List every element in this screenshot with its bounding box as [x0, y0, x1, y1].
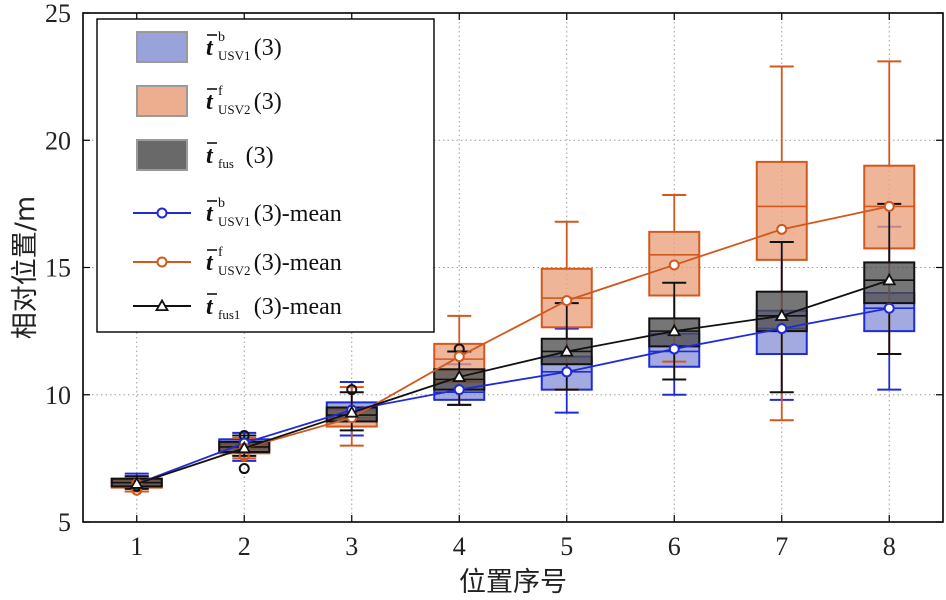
legend-superscript: f	[218, 245, 223, 260]
legend-superscript: b	[218, 30, 225, 45]
legend-subscript: USV2	[218, 263, 251, 278]
mean-series-line	[136, 279, 890, 485]
x-tick-label: 3	[345, 532, 358, 561]
mean-marker	[776, 223, 788, 235]
outlier-point	[346, 384, 358, 396]
mean-series-line	[136, 307, 890, 485]
x-tick-label: 7	[775, 532, 788, 561]
mean-marker	[774, 308, 789, 321]
axis-ticks: 1 2 3 4 5 6 7 8 5 10 15 20 25	[45, 0, 943, 561]
legend-swatch	[136, 85, 188, 117]
y-tick-label: 10	[45, 381, 71, 410]
legend-subscript: USV1	[218, 214, 251, 229]
legend-label: t	[206, 89, 214, 115]
y-tick-label: 20	[45, 126, 71, 155]
mean-marker	[883, 302, 895, 314]
legend-swatch	[136, 31, 188, 63]
mean-marker	[453, 384, 465, 396]
legend-label: t	[206, 294, 214, 320]
legend-subscript: USV2	[218, 102, 251, 117]
legend-suffix: (3)-mean	[254, 250, 342, 276]
mean-marker	[452, 369, 467, 382]
x-tick-label: 4	[453, 532, 466, 561]
mean-marker	[883, 200, 895, 212]
legend-suffix: (3)	[246, 143, 274, 169]
legend-suffix: (3)	[254, 35, 282, 61]
legend-suffix: (3)-mean	[254, 201, 342, 227]
mean-marker	[668, 343, 680, 355]
legend-label: t	[206, 250, 214, 276]
mean-marker	[237, 440, 252, 454]
y-tick-label: 25	[45, 0, 71, 28]
outlier-point	[238, 463, 250, 475]
legend-subscript: USV1	[218, 48, 251, 63]
mean-marker	[344, 405, 359, 418]
x-tick-label: 1	[130, 532, 143, 561]
legend-subscript: fus	[218, 156, 234, 171]
legend-subscript: fus1	[218, 307, 240, 322]
x-tick-label: 2	[238, 532, 251, 561]
mean-marker	[882, 272, 897, 286]
mean-marker	[561, 295, 573, 307]
mean-marker	[776, 323, 788, 335]
x-tick-label: 6	[668, 532, 681, 561]
legend-marker	[154, 298, 170, 312]
mean-marker	[561, 366, 573, 378]
y-tick-label: 5	[58, 508, 71, 537]
mean-marker	[453, 351, 465, 363]
y-axis-title: 相对位置/m	[10, 196, 41, 339]
legend-label: t	[206, 35, 214, 61]
legend-superscript: b	[218, 196, 225, 211]
legend-frame	[96, 18, 435, 333]
legend-suffix: (3)	[254, 89, 282, 115]
mean-lines	[129, 200, 897, 490]
legend-label: t	[206, 201, 214, 227]
x-tick-label: 8	[883, 532, 896, 561]
y-tick-label: 15	[45, 254, 71, 283]
legend-suffix: (3)-mean	[254, 294, 342, 320]
legend-marker	[156, 256, 168, 268]
mean-marker	[129, 476, 144, 489]
legend-label: t	[206, 143, 214, 169]
x-tick-label: 5	[560, 532, 573, 561]
legend-swatch	[136, 139, 188, 171]
mean-marker	[668, 259, 680, 271]
mean-marker	[559, 344, 574, 357]
x-axis-title: 位置序号	[459, 567, 567, 598]
legend-superscript: f	[218, 84, 223, 99]
legend-marker	[156, 207, 168, 219]
mean-marker	[667, 323, 682, 337]
